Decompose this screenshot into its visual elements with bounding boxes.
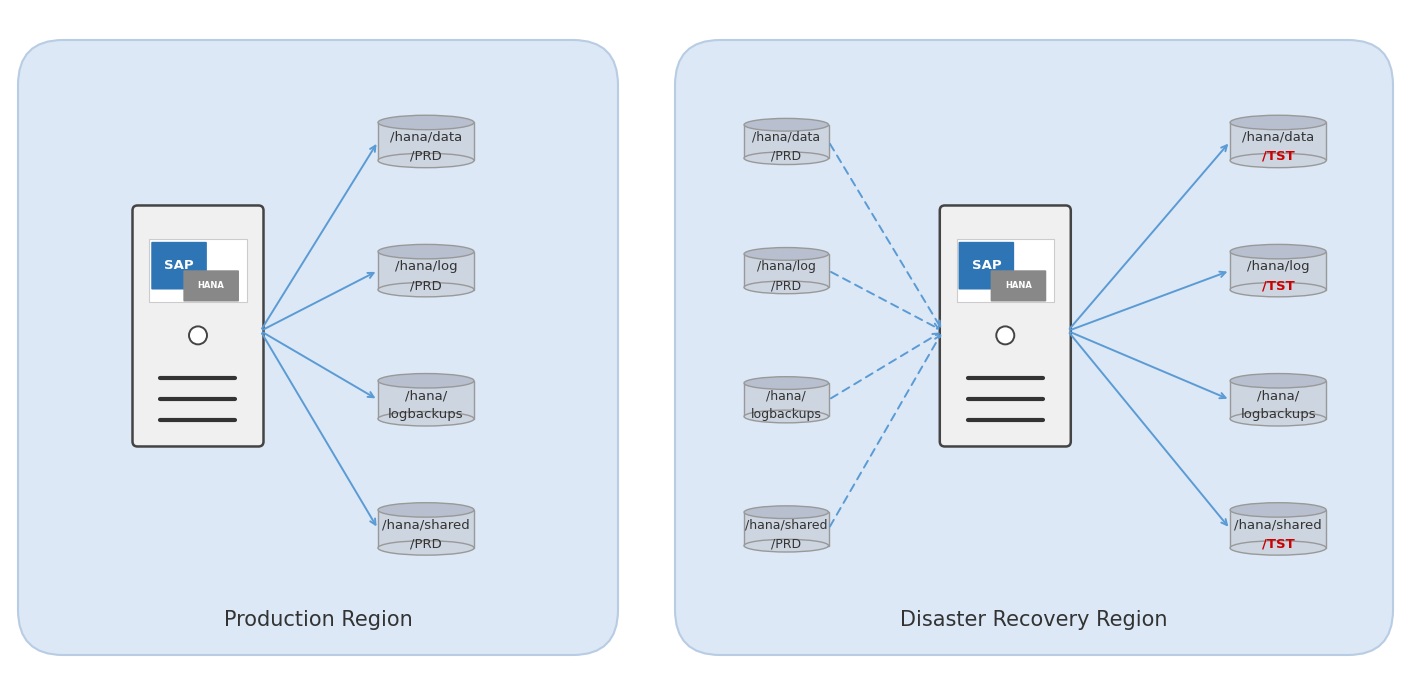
FancyBboxPatch shape xyxy=(675,40,1394,655)
Text: /hana/data: /hana/data xyxy=(390,131,462,144)
Text: /hana/: /hana/ xyxy=(767,389,806,402)
Text: logbackups: logbackups xyxy=(1240,408,1316,421)
Ellipse shape xyxy=(378,541,474,555)
Text: /hana/shared: /hana/shared xyxy=(1234,519,1322,531)
Ellipse shape xyxy=(1230,244,1326,259)
Bar xyxy=(1230,252,1326,290)
Text: HANA: HANA xyxy=(1005,282,1032,290)
FancyBboxPatch shape xyxy=(151,242,208,290)
FancyBboxPatch shape xyxy=(940,206,1070,446)
Bar xyxy=(744,512,829,546)
Ellipse shape xyxy=(378,374,474,388)
FancyBboxPatch shape xyxy=(959,242,1014,290)
Ellipse shape xyxy=(1230,153,1326,168)
Ellipse shape xyxy=(378,412,474,426)
Text: /hana/shared: /hana/shared xyxy=(746,519,827,531)
Ellipse shape xyxy=(744,248,829,260)
Text: /hana/log: /hana/log xyxy=(395,260,457,273)
Ellipse shape xyxy=(744,540,829,552)
Text: logbackups: logbackups xyxy=(751,408,822,421)
FancyBboxPatch shape xyxy=(18,40,618,655)
Bar xyxy=(1230,123,1326,160)
Ellipse shape xyxy=(1230,282,1326,297)
Ellipse shape xyxy=(744,506,829,519)
Bar xyxy=(378,123,474,160)
Text: /hana/log: /hana/log xyxy=(1247,260,1309,273)
Bar xyxy=(378,252,474,290)
Text: /PRD: /PRD xyxy=(409,538,442,550)
Text: logbackups: logbackups xyxy=(388,408,463,421)
Text: /hana/data: /hana/data xyxy=(753,131,820,144)
Ellipse shape xyxy=(744,152,829,165)
Text: SAP: SAP xyxy=(164,259,193,272)
Ellipse shape xyxy=(744,281,829,294)
Ellipse shape xyxy=(744,376,829,389)
Text: /hana/: /hana/ xyxy=(405,389,448,402)
Text: /PRD: /PRD xyxy=(771,279,802,292)
Ellipse shape xyxy=(744,410,829,423)
Ellipse shape xyxy=(378,244,474,259)
Text: Production Region: Production Region xyxy=(223,610,412,630)
Ellipse shape xyxy=(378,503,474,517)
Text: SAP: SAP xyxy=(971,259,1001,272)
Bar xyxy=(150,239,247,303)
Bar xyxy=(378,510,474,548)
Text: /PRD: /PRD xyxy=(771,150,802,163)
Bar xyxy=(378,380,474,419)
Text: Disaster Recovery Region: Disaster Recovery Region xyxy=(901,610,1168,630)
Text: /TST: /TST xyxy=(1262,150,1295,163)
Ellipse shape xyxy=(1230,115,1326,130)
Text: /hana/log: /hana/log xyxy=(757,260,816,273)
Text: /TST: /TST xyxy=(1262,279,1295,292)
Ellipse shape xyxy=(1230,374,1326,388)
Ellipse shape xyxy=(378,153,474,168)
Bar xyxy=(744,125,829,158)
Ellipse shape xyxy=(1230,412,1326,426)
Text: /TST: /TST xyxy=(1262,538,1295,550)
Ellipse shape xyxy=(378,115,474,130)
Text: HANA: HANA xyxy=(198,282,225,290)
Circle shape xyxy=(997,326,1014,345)
FancyBboxPatch shape xyxy=(133,206,264,446)
Text: /hana/shared: /hana/shared xyxy=(383,519,470,531)
FancyBboxPatch shape xyxy=(184,270,239,301)
Bar xyxy=(744,383,829,416)
Bar xyxy=(1230,510,1326,548)
Ellipse shape xyxy=(1230,503,1326,517)
Text: /PRD: /PRD xyxy=(771,538,802,550)
Ellipse shape xyxy=(1230,541,1326,555)
Text: /PRD: /PRD xyxy=(409,150,442,163)
Text: /hana/data: /hana/data xyxy=(1243,131,1315,144)
Bar xyxy=(956,239,1053,303)
Ellipse shape xyxy=(378,282,474,297)
Text: /hana/: /hana/ xyxy=(1257,389,1299,402)
FancyBboxPatch shape xyxy=(991,270,1046,301)
Text: /PRD: /PRD xyxy=(409,279,442,292)
Bar xyxy=(744,254,829,287)
Circle shape xyxy=(189,326,208,345)
Ellipse shape xyxy=(744,118,829,131)
Bar xyxy=(1230,380,1326,419)
